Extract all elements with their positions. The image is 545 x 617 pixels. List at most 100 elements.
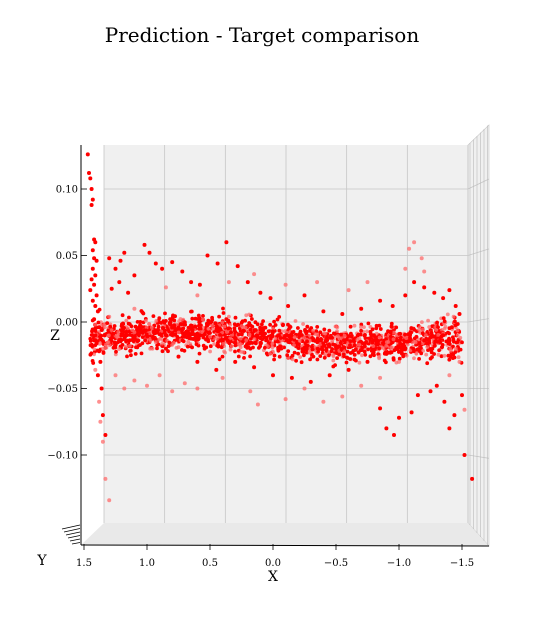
data-point — [353, 344, 357, 348]
data-point — [264, 337, 268, 341]
data-point — [268, 352, 272, 356]
data-point — [421, 331, 425, 335]
data-point — [254, 328, 258, 332]
data-point — [415, 348, 419, 352]
data-point — [389, 346, 393, 350]
data-point — [325, 337, 329, 341]
data-point — [321, 309, 325, 313]
data-point — [443, 319, 447, 323]
data-point — [349, 351, 353, 355]
data-point — [191, 331, 195, 335]
data-point — [218, 333, 222, 337]
data-point — [93, 240, 97, 244]
data-point — [420, 320, 424, 324]
data-point — [199, 323, 203, 327]
data-point — [128, 349, 132, 353]
data-point — [92, 283, 96, 287]
data-point — [105, 321, 109, 325]
data-point — [302, 336, 306, 340]
data-point — [271, 345, 275, 349]
data-point — [89, 339, 93, 343]
data-point — [189, 280, 193, 284]
data-point — [98, 360, 102, 364]
x-tick-label: −0.5 — [324, 558, 348, 569]
data-point — [284, 283, 288, 287]
data-point — [122, 251, 126, 255]
data-point — [392, 356, 396, 360]
data-point — [219, 328, 223, 332]
data-point — [269, 296, 273, 300]
data-point — [126, 326, 130, 330]
data-point — [227, 280, 231, 284]
z-tick-label: −0.05 — [47, 384, 78, 395]
data-point — [101, 347, 105, 351]
data-point — [246, 280, 250, 284]
data-point — [197, 314, 201, 318]
data-point — [290, 376, 294, 380]
data-point — [108, 325, 112, 329]
data-point — [233, 350, 237, 354]
data-point — [117, 347, 121, 351]
data-point — [412, 356, 416, 360]
data-point — [151, 336, 155, 340]
data-point — [194, 317, 198, 321]
data-point — [437, 348, 441, 352]
data-point — [214, 368, 218, 372]
data-point — [172, 319, 176, 323]
data-point — [274, 323, 278, 327]
data-point — [288, 337, 292, 341]
data-point — [233, 360, 237, 364]
data-point — [91, 248, 95, 252]
data-point — [116, 330, 120, 334]
data-point — [154, 262, 158, 266]
data-point — [399, 345, 403, 349]
data-point — [416, 393, 420, 397]
data-point — [211, 327, 215, 331]
data-point — [314, 332, 318, 336]
data-point — [221, 307, 225, 311]
data-point — [203, 347, 207, 351]
data-point — [91, 198, 95, 202]
data-point — [399, 336, 403, 340]
data-point — [195, 342, 199, 346]
data-point — [397, 360, 401, 364]
data-point — [143, 243, 147, 247]
data-point — [218, 357, 222, 361]
data-point — [145, 384, 149, 388]
data-point — [102, 350, 106, 354]
data-point — [117, 280, 121, 284]
data-point — [110, 287, 114, 291]
data-point — [278, 355, 282, 359]
data-point — [331, 359, 335, 363]
data-point — [101, 440, 105, 444]
data-point — [285, 353, 289, 357]
data-point — [206, 321, 210, 325]
data-point — [315, 325, 319, 329]
data-point — [135, 346, 139, 350]
data-point — [221, 342, 225, 346]
data-point — [342, 338, 346, 342]
data-point — [363, 350, 367, 354]
data-point — [430, 331, 434, 335]
data-point — [305, 340, 309, 344]
data-point — [248, 389, 252, 393]
data-point — [259, 341, 263, 345]
data-point — [100, 338, 104, 342]
data-point — [249, 341, 253, 345]
data-point — [107, 498, 111, 502]
data-point — [470, 477, 474, 481]
data-point — [340, 312, 344, 316]
x-tick-label: −1.0 — [387, 558, 411, 569]
data-point — [92, 317, 96, 321]
data-point — [276, 318, 280, 322]
data-point — [363, 353, 367, 357]
data-point — [377, 355, 381, 359]
data-point — [378, 376, 382, 380]
data-point — [281, 323, 285, 327]
data-point — [163, 312, 167, 316]
data-point — [177, 355, 181, 359]
data-point — [301, 350, 305, 354]
data-point — [359, 307, 363, 311]
data-point — [249, 347, 253, 351]
data-point — [126, 291, 130, 295]
